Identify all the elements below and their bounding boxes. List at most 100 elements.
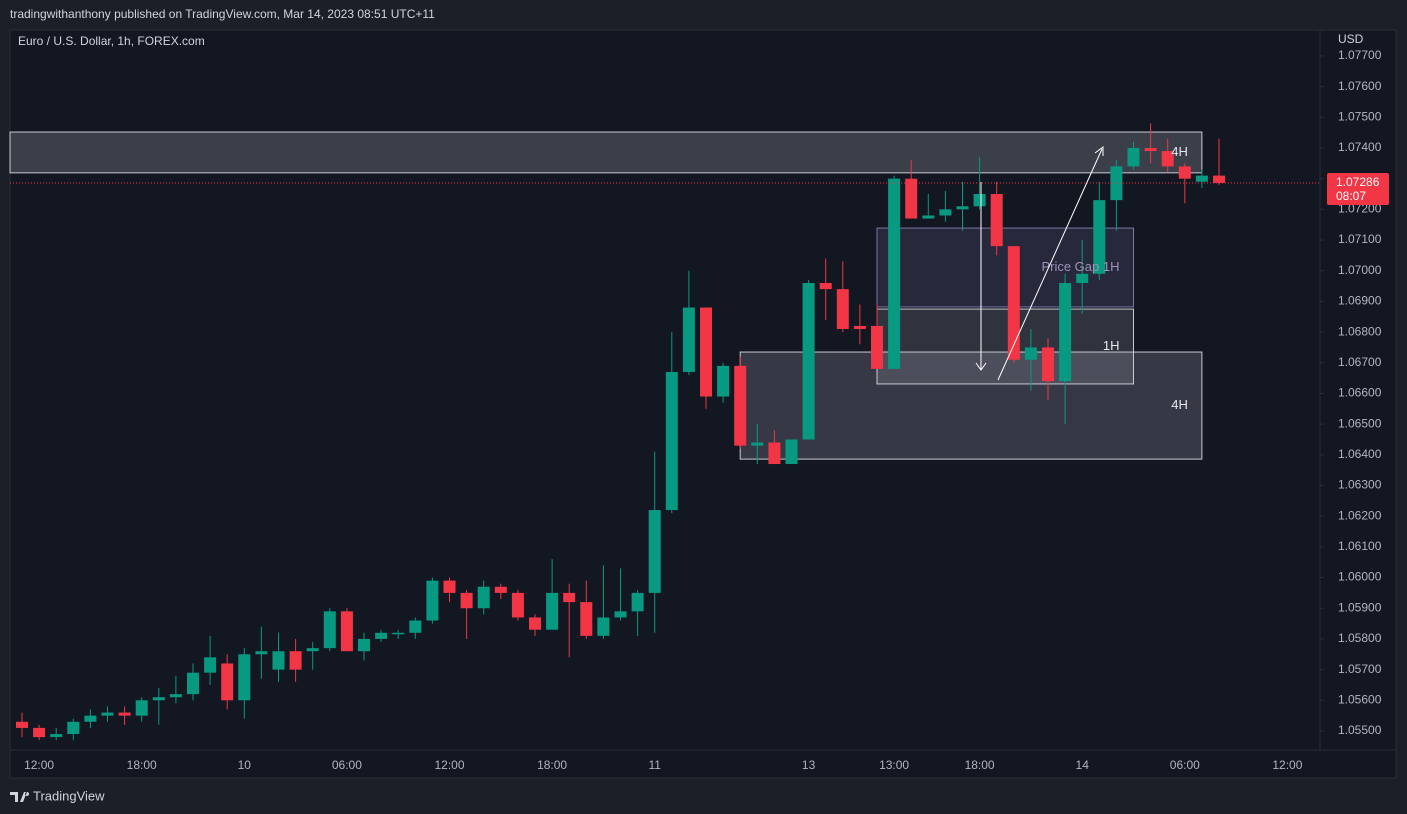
y-tick-label: 1.07100: [1338, 232, 1382, 246]
candle-body: [905, 178, 918, 219]
y-tick-label: 1.07700: [1338, 48, 1382, 62]
countdown-label: 08:07: [1336, 189, 1366, 203]
y-tick-label: 1.07500: [1338, 109, 1382, 123]
arrow-line: [997, 148, 1103, 381]
y-tick-label: 1.07600: [1338, 79, 1382, 93]
candle-body: [717, 365, 730, 397]
candle-body: [494, 586, 507, 593]
candle-body: [135, 700, 148, 716]
y-tick-label: 1.05800: [1338, 631, 1382, 645]
candle-body: [580, 602, 593, 636]
candle-body: [1076, 273, 1089, 283]
x-tick-label: 13:00: [879, 758, 909, 772]
x-tick-label: 18:00: [127, 758, 157, 772]
zone-label: 4H: [1171, 397, 1188, 412]
y-tick-label: 1.07400: [1338, 140, 1382, 154]
candle-body: [16, 721, 28, 728]
x-tick-label: 06:00: [332, 758, 362, 772]
y-tick-label: 1.07000: [1338, 263, 1382, 277]
candle-body: [1110, 166, 1123, 201]
candle-body: [255, 651, 268, 655]
x-tick-label: 13: [802, 758, 816, 772]
logo: [10, 792, 30, 802]
y-tick-label: 1.06800: [1338, 324, 1382, 338]
candle-body: [922, 215, 935, 219]
candle-body: [700, 307, 712, 397]
x-tick-label: 18:00: [537, 758, 567, 772]
x-tick-label: 12:00: [434, 758, 464, 772]
candle-body: [785, 439, 798, 465]
candle-body: [306, 648, 319, 652]
candle-body: [819, 282, 832, 290]
candle-body: [1195, 175, 1208, 182]
candle-body: [939, 209, 952, 216]
candle-body: [1178, 166, 1191, 179]
candle-body: [1093, 200, 1106, 274]
candle-body: [682, 307, 695, 372]
y-tick-label: 1.06000: [1338, 570, 1382, 584]
candle-body: [33, 727, 46, 738]
candle-body: [1042, 347, 1054, 382]
candle-body: [187, 672, 199, 695]
candle-body: [1024, 347, 1037, 360]
x-tick-label: 12:00: [1272, 758, 1302, 772]
candle-body: [836, 289, 849, 330]
y-tick-label: 1.06400: [1338, 447, 1382, 461]
candle-body: [990, 194, 1003, 247]
arrow-head: [975, 362, 987, 371]
candle-body: [340, 611, 353, 652]
x-tick-label: 12:00: [24, 758, 54, 772]
x-tick-label: 14: [1076, 758, 1090, 772]
y-tick-label: 1.06300: [1338, 478, 1382, 492]
y-tick-label: 1.06900: [1338, 294, 1382, 308]
candle-body: [460, 592, 473, 609]
candle-body: [802, 282, 815, 440]
x-tick-label: 18:00: [965, 758, 995, 772]
candle-body: [67, 721, 80, 735]
plot: 4H 4H Price Gap 1H 1H: [9, 123, 1225, 741]
zone: [9, 131, 1203, 174]
candle-body: [973, 194, 986, 207]
last-price-box: [1327, 172, 1389, 205]
candle-body: [358, 638, 370, 652]
candle-body: [563, 592, 576, 603]
candle-body: [511, 592, 524, 618]
arrows: [975, 146, 1104, 381]
candle-body: [1059, 282, 1072, 382]
x-tick-label: 10: [238, 758, 252, 772]
candle-body: [768, 442, 781, 465]
candle-body: [409, 620, 422, 633]
candle-body: [734, 365, 747, 446]
header: tradingwithanthony published on TradingV…: [10, 7, 435, 21]
y-axis-label: USD: [1338, 32, 1364, 46]
candle-body: [665, 371, 678, 511]
zone-label: Price Gap 1H: [1041, 259, 1119, 274]
y-tick-label: 1.06100: [1338, 539, 1382, 553]
candle-body: [597, 617, 610, 636]
candle-body: [631, 592, 644, 612]
y-tick-label: 1.07200: [1338, 202, 1382, 216]
candle-body: [853, 325, 866, 330]
y-tick-label: 1.06600: [1338, 386, 1382, 400]
candle-body: [1007, 246, 1020, 360]
candle-body: [1144, 147, 1157, 152]
zone: [739, 351, 1203, 460]
zone-label: 1H: [1103, 338, 1120, 353]
candle-body: [443, 580, 456, 593]
x-tick-label: 11: [648, 758, 661, 772]
candle-body: [392, 632, 405, 635]
candle-body: [529, 617, 541, 630]
candle-body: [1213, 175, 1225, 183]
candle-body: [871, 325, 883, 369]
candle-body: [888, 178, 901, 369]
y-tick-label: 1.05900: [1338, 600, 1382, 614]
candle-body: [477, 586, 490, 609]
candle-body: [751, 442, 764, 446]
logo-icon: [10, 792, 30, 802]
candle-body: [118, 712, 131, 716]
y-tick-label: 1.06700: [1338, 355, 1382, 369]
zone: [876, 227, 1134, 308]
candle-body: [204, 657, 217, 673]
candle-body: [648, 510, 661, 593]
